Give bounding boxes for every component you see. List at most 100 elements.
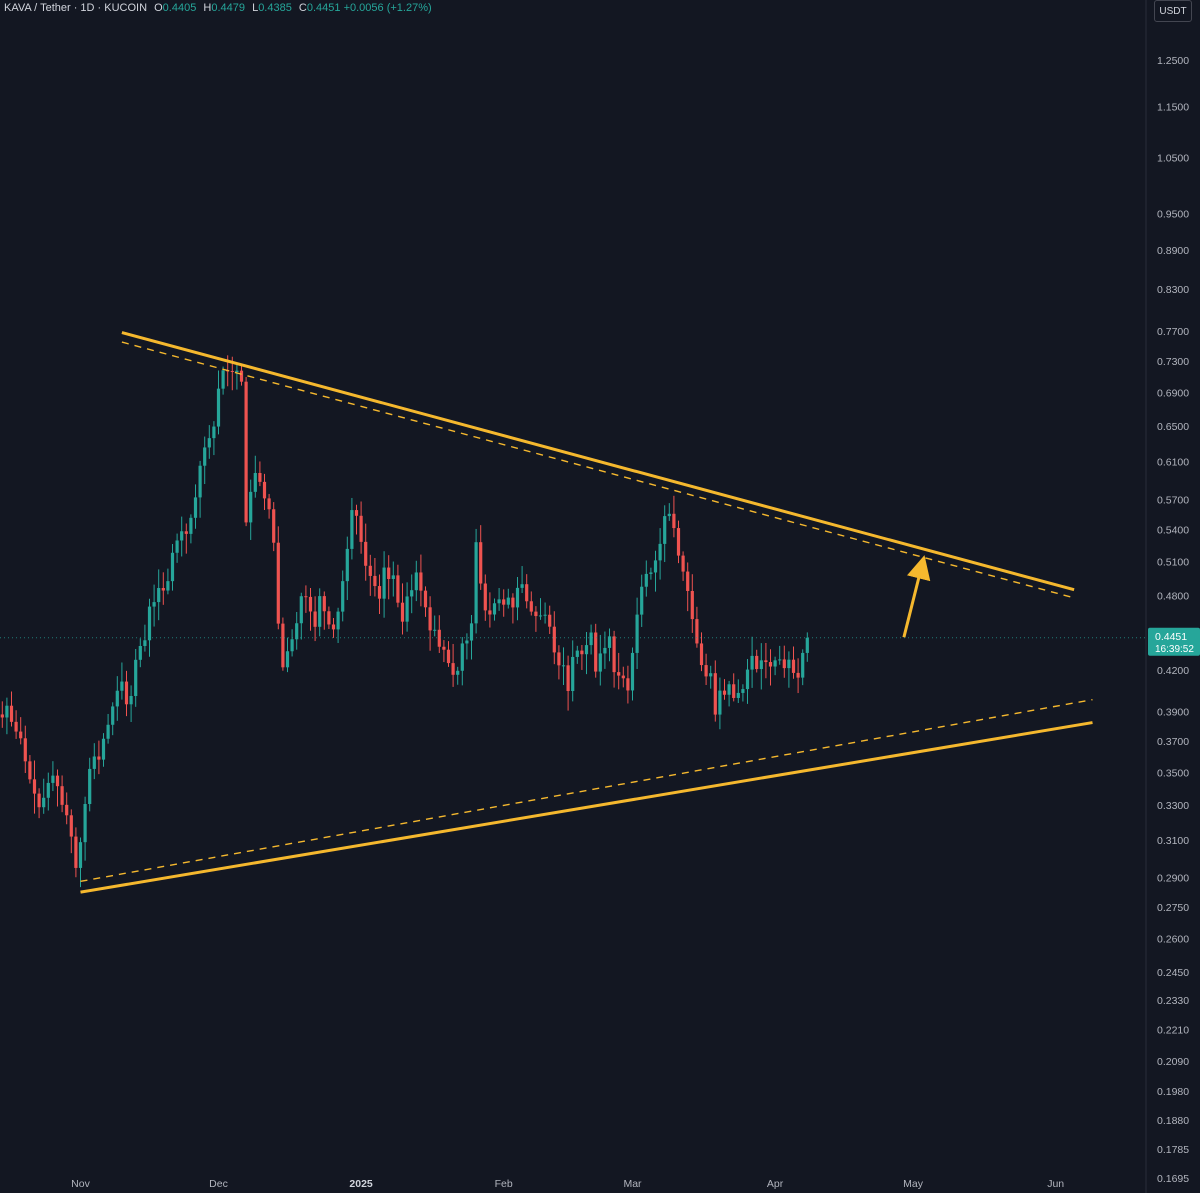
candle-body [115,690,119,707]
low-label: L [252,2,259,14]
candle-body [74,836,78,868]
candle-body [42,797,46,808]
candle-body [143,640,147,646]
price-tick-label: 0.4200 [1157,665,1189,677]
symbol-title[interactable]: KAVA / Tether · 1D · KUCOIN [4,2,148,14]
candle-body [548,614,552,627]
candle-body [331,624,336,630]
candle-body [0,714,4,718]
candle-body [152,602,156,607]
price-tick-label: 0.2330 [1157,995,1189,1007]
candle-body [193,497,198,518]
candle-body [32,779,37,794]
candle-body [543,614,547,616]
candle-body [709,673,713,677]
candle-body [382,567,386,599]
candle-body [322,596,326,612]
candle-body [92,756,96,769]
price-tick-label: 1.1500 [1157,102,1189,114]
candle-body [644,573,648,587]
price-tick-label: 0.4800 [1157,591,1189,603]
candle-body [538,615,543,617]
candle-body [663,516,667,544]
price-tick-label: 0.3500 [1157,767,1189,779]
price-tick-label: 0.3900 [1157,707,1189,719]
price-tick-label: 0.2750 [1157,902,1189,914]
candle-body [612,636,616,673]
candle-body [410,590,414,597]
candle-body [718,690,722,715]
candle-body [336,611,340,630]
candle-body [566,665,570,692]
candle-body [364,541,368,566]
candle-body [258,472,262,482]
candle-body [327,611,331,625]
candle-body [244,381,248,523]
trendline-solid[interactable] [80,721,1093,894]
close-value: 0.4451 [306,2,341,14]
trendline-dashed[interactable] [80,698,1093,883]
candle-body [295,623,299,640]
price-tick-label: 0.8300 [1157,284,1189,296]
high-label: H [203,2,212,14]
candle-body [373,575,377,587]
candle-body [5,705,9,718]
candle-body [791,659,796,673]
candle-body [745,669,750,690]
candle-body [129,696,133,705]
candle-body [189,517,193,534]
candle-body [704,665,708,677]
currency-button[interactable]: USDT [1154,0,1192,22]
breakout-arrow[interactable] [902,555,931,638]
price-tick-label: 0.7300 [1157,356,1189,368]
candle-body [124,681,129,705]
price-tick-label: 0.5700 [1157,494,1189,506]
candle-body [805,637,809,653]
price-tick-label: 0.1880 [1157,1115,1189,1127]
candle-body [759,660,763,670]
candle-body [732,684,736,698]
candle-body [653,560,658,573]
time-scale[interactable]: Nov Dec 2025 Feb Mar Apr May Jun [71,1178,1064,1190]
price-scale[interactable]: 1.2500 1.1500 1.0500 0.9500 0.8900 0.8300 0.77… [1157,55,1189,1185]
candle-body [83,804,87,843]
candle-body [51,775,55,783]
price-tick-label: 1.2500 [1157,55,1189,67]
time-tick-label: Feb [495,1178,513,1190]
trendline-solid[interactable] [121,331,1075,592]
candle-body [630,652,635,691]
price-tick-label: 1.0500 [1157,153,1189,165]
candle-body [262,481,267,499]
price-tick-label: 0.3300 [1157,800,1189,812]
candle-body [594,632,598,672]
candle-body [460,643,464,671]
candle-body [456,670,460,675]
candle-body [589,632,593,646]
candle-body [621,675,625,679]
candle-body [557,652,561,666]
annotations-layer[interactable] [80,331,1093,894]
candle-body [658,543,662,561]
candle-body [230,370,234,372]
candle-body [483,583,487,611]
symbol-legend: KAVA / Tether · 1D · KUCOIN O0.4405 H0.4… [4,2,432,14]
candle-body [304,596,308,598]
candle-body [368,565,372,576]
candle-body [111,706,115,725]
time-tick-label: Dec [209,1178,228,1190]
candle-body [221,370,225,389]
candle-body [313,611,317,627]
close-label: C [298,2,307,14]
candle-body [433,629,437,631]
time-tick-label: Mar [623,1178,642,1190]
candle-body [561,665,566,667]
candle-body [212,426,216,439]
candle-body [180,531,184,541]
candle-body [511,597,515,608]
candle-body [69,815,73,837]
last-price-value: 0.4451 [1155,631,1187,643]
candle-body [120,681,124,691]
price-tick-label: 0.5400 [1157,525,1189,537]
candle-body [465,640,469,644]
